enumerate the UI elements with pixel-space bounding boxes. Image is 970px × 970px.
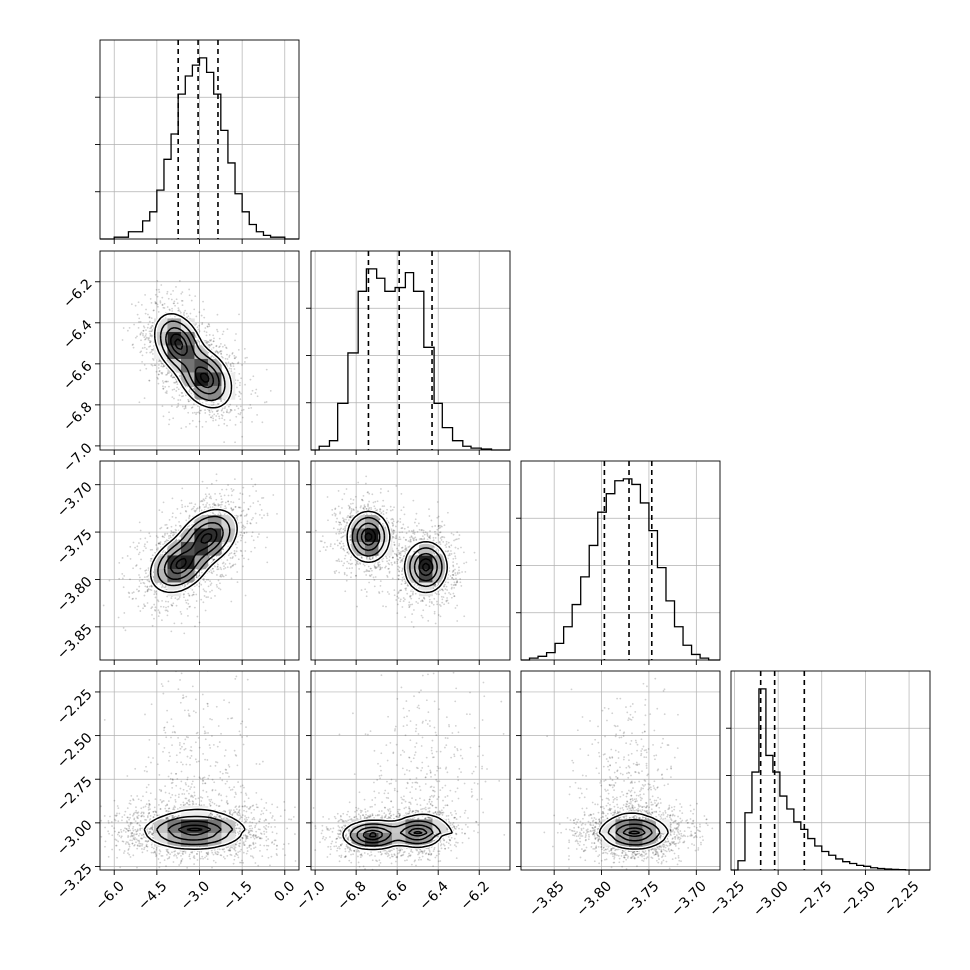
contour-line <box>157 515 231 587</box>
x-tick-label: −3.0 <box>178 878 213 913</box>
contour-line <box>165 326 220 395</box>
x-tick-label: −3.85 <box>526 878 568 920</box>
scatter-panel-3-1 <box>306 670 511 875</box>
contour-line <box>167 820 222 841</box>
contours <box>148 507 240 595</box>
contour-line <box>342 813 453 851</box>
contour-line <box>175 532 213 570</box>
contours <box>152 311 234 410</box>
x-tick-label: −6.2 <box>457 878 492 913</box>
y-tick-label: −3.70 <box>54 479 96 521</box>
x-tick-label: −6.8 <box>334 878 369 913</box>
contour-line <box>156 815 234 846</box>
x-tick-label: −4.5 <box>135 878 170 913</box>
y-tick-label: −2.25 <box>54 686 96 728</box>
contour-line <box>628 830 641 835</box>
x-tick-label: −6.4 <box>416 878 451 913</box>
panel-frame <box>520 460 721 661</box>
contour-line <box>356 824 434 844</box>
panel-frame <box>310 460 511 661</box>
contour-line <box>598 812 669 850</box>
contours <box>341 812 455 852</box>
x-tick-label: −3.00 <box>750 878 792 920</box>
x-tick-label: −6.6 <box>375 878 410 913</box>
contours <box>597 811 671 852</box>
panel-frame <box>520 670 721 871</box>
x-tick-label: −3.75 <box>621 878 663 920</box>
y-tick-label: −6.2 <box>60 276 95 311</box>
y-tick-label: −3.85 <box>54 621 96 663</box>
x-tick-label: −2.50 <box>837 878 879 920</box>
histogram-panel-3 <box>726 670 931 875</box>
scatter-panel-2-0 <box>95 460 300 665</box>
contour-line <box>170 527 218 575</box>
contour-line <box>163 521 224 581</box>
scatter-panel-3-2 <box>516 670 721 875</box>
contours <box>142 807 247 852</box>
histogram-panel-0 <box>95 39 300 244</box>
contour-line <box>149 508 238 594</box>
contour-line <box>362 827 428 841</box>
contour-line <box>174 338 210 383</box>
x-tick-label: −1.5 <box>220 878 255 913</box>
x-tick-label: −2.25 <box>881 878 923 920</box>
scatter-panel-3-0 <box>95 670 300 875</box>
histogram-step <box>521 478 720 661</box>
histogram-panel-1 <box>306 250 511 455</box>
y-tick-label: −6.8 <box>60 399 95 434</box>
x-tick-label: −6.0 <box>92 878 127 913</box>
histogram-step <box>731 688 930 871</box>
x-tick-label: −3.80 <box>574 878 616 920</box>
y-tick-label: −3.75 <box>54 526 96 568</box>
y-tick-label: −6.4 <box>60 317 95 352</box>
contour-line <box>368 830 423 838</box>
panel-frame <box>310 670 511 871</box>
contour-line <box>360 527 434 577</box>
scatter-panel-2-1 <box>306 460 511 665</box>
histogram-step <box>311 268 510 451</box>
contour-line <box>349 820 442 847</box>
x-tick-label: −3.25 <box>706 878 748 920</box>
contour-line <box>186 827 203 832</box>
contour-line <box>356 522 438 582</box>
contour-line <box>364 532 430 572</box>
contour-line <box>143 808 246 850</box>
contour-line <box>622 827 646 837</box>
y-tick-label: −7.0 <box>60 440 95 475</box>
x-tick-label: −3.70 <box>668 878 710 920</box>
contour-line <box>351 516 443 588</box>
contour-line <box>159 320 226 402</box>
x-tick-label: −7.0 <box>293 878 328 913</box>
sample-points <box>315 475 477 628</box>
y-tick-label: −3.80 <box>54 574 96 616</box>
contours <box>345 509 450 595</box>
contour-line <box>170 333 215 389</box>
y-tick-label: −3.25 <box>54 861 96 903</box>
contour-line <box>153 312 233 409</box>
histogram-step <box>100 57 299 240</box>
y-tick-label: −3.00 <box>54 817 96 859</box>
scatter-panel-1-0 <box>95 250 300 455</box>
contour-line <box>615 823 653 842</box>
panel-frame <box>730 670 931 871</box>
x-tick-label: −2.75 <box>794 878 836 920</box>
panel-frame <box>310 250 511 451</box>
histogram-panel-2 <box>516 460 721 665</box>
contour-line <box>177 824 212 836</box>
contour-line <box>607 819 661 846</box>
y-tick-label: −2.75 <box>54 774 96 816</box>
y-tick-label: −6.6 <box>60 358 95 393</box>
contour-line <box>346 510 448 594</box>
y-tick-label: −2.50 <box>54 730 96 772</box>
